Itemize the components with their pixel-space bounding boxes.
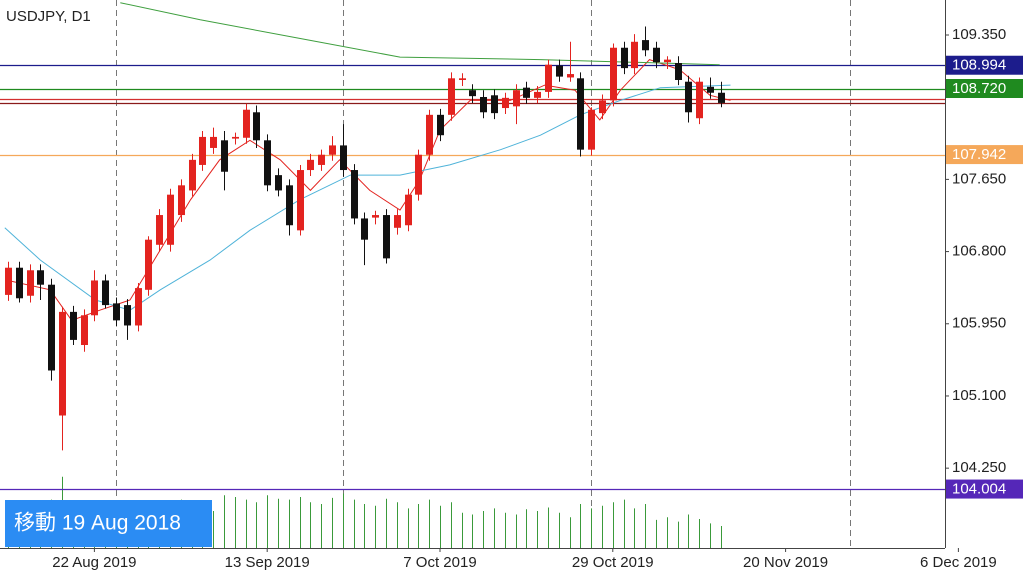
y-tick-label: 109.350 (952, 26, 1006, 43)
banner-text: 移動 19 Aug 2018 (14, 512, 181, 535)
candle-body (102, 280, 109, 306)
candle-body (556, 65, 563, 77)
candle-body (415, 154, 422, 195)
candle-body (221, 140, 228, 172)
y-tick-label: 105.950 (952, 315, 1006, 332)
candle-body (361, 218, 368, 240)
candle-body (534, 91, 541, 98)
candle-body (480, 96, 487, 113)
candle-body (199, 136, 206, 165)
level-label: 104.004 (952, 481, 1006, 498)
candle-body (16, 267, 23, 299)
candle-body (48, 284, 55, 371)
x-tick-label: 20 Nov 2019 (743, 554, 828, 571)
level-label: 108.720 (952, 80, 1006, 97)
candle-body (113, 303, 120, 321)
candle-body (653, 47, 660, 63)
candle-body (210, 136, 217, 148)
candle-body (351, 170, 358, 219)
candle-body (243, 109, 250, 138)
x-tick-label: 7 Oct 2019 (403, 554, 476, 571)
x-tick-label: 13 Sep 2019 (225, 554, 310, 571)
candle-body (178, 185, 185, 216)
candle-body (37, 270, 44, 285)
candle-body (664, 59, 671, 63)
candle-body (718, 92, 725, 103)
candle-body (459, 78, 466, 81)
candle-body (91, 280, 98, 316)
y-tick-label: 106.800 (952, 243, 1006, 260)
candle-body (329, 145, 336, 155)
candle-body (448, 78, 455, 115)
candle-body (394, 215, 401, 228)
candle-body (523, 87, 530, 98)
candle-body (502, 97, 509, 109)
candle-body (610, 47, 617, 101)
candle-body (27, 270, 34, 296)
candle-body (405, 194, 412, 226)
candle-body (426, 114, 433, 155)
candle-body (567, 74, 574, 78)
candle-body (135, 288, 142, 326)
candle-body (275, 175, 282, 191)
candle-body (264, 140, 271, 186)
candle-body (588, 109, 595, 150)
candle-body (372, 215, 379, 218)
candle-body (124, 305, 131, 326)
candle-body (70, 311, 77, 340)
candle-body (340, 145, 347, 171)
y-tick-label: 107.650 (952, 170, 1006, 187)
y-tick-label: 105.100 (952, 387, 1006, 404)
candle-body (167, 194, 174, 245)
x-tick-label: 6 Dec 2019 (920, 554, 997, 571)
level-label: 108.994 (952, 57, 1006, 74)
level-label: 107.942 (952, 146, 1006, 163)
candle-body (685, 81, 692, 113)
candle-body (696, 81, 703, 119)
candle-body (286, 185, 293, 226)
candle-body (189, 159, 196, 191)
candle-body (707, 86, 714, 93)
candle-body (156, 215, 163, 245)
chart-title: USDJPY, D1 (6, 8, 91, 25)
level-badge (946, 55, 1023, 75)
candle-body (5, 267, 12, 295)
candle-body (577, 78, 584, 150)
candle-body (59, 311, 66, 416)
candle-body (599, 100, 606, 114)
level-badge (946, 79, 1023, 99)
candle-body (437, 114, 444, 136)
candle-body (621, 47, 628, 69)
candle-body (253, 112, 260, 141)
candle-body (491, 95, 498, 114)
level-badge (946, 479, 1023, 499)
level-badge (946, 145, 1023, 165)
x-tick-label: 22 Aug 2019 (52, 554, 136, 571)
candle-body (631, 41, 638, 69)
candle-body (307, 159, 314, 171)
candle-body (469, 90, 476, 97)
candle-body (145, 239, 152, 290)
banner-box (5, 500, 212, 547)
candle-body (675, 63, 682, 81)
candle-body (297, 170, 304, 231)
candle-body (232, 136, 239, 139)
candle-body (318, 154, 325, 165)
y-tick-label: 104.250 (952, 459, 1006, 476)
candle-body (513, 90, 520, 107)
candle-body (81, 315, 88, 346)
candle-body (642, 40, 649, 51)
x-tick-label: 29 Oct 2019 (572, 554, 654, 571)
candle-body (545, 64, 552, 92)
candle-body (383, 215, 390, 259)
